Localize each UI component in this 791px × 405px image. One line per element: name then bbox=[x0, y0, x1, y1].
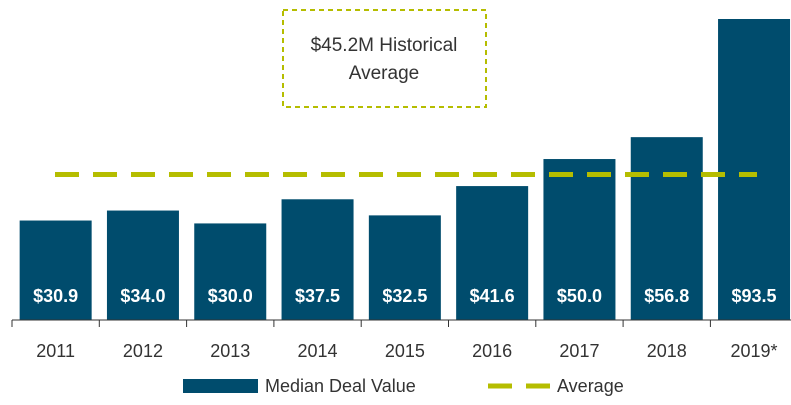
x-tick-label: 2012 bbox=[123, 341, 163, 361]
value-label: $32.5 bbox=[382, 286, 427, 306]
legend-swatch bbox=[183, 379, 258, 393]
bar bbox=[194, 223, 267, 320]
bar bbox=[456, 186, 529, 320]
x-tick-label: 2019* bbox=[731, 341, 778, 361]
x-tick-label: 2017 bbox=[559, 341, 599, 361]
x-tick-label: 2014 bbox=[298, 341, 338, 361]
value-label: $34.0 bbox=[120, 286, 165, 306]
annotation-line: $45.2M Historical bbox=[311, 35, 458, 56]
annotation-line: Average bbox=[349, 63, 419, 84]
bar bbox=[368, 215, 441, 320]
bar bbox=[630, 137, 703, 320]
legend-label: Average bbox=[557, 376, 624, 396]
bar bbox=[718, 19, 791, 320]
value-label: $93.5 bbox=[732, 286, 777, 306]
legend-label: Median Deal Value bbox=[265, 376, 416, 396]
x-tick-label: 2018 bbox=[647, 341, 687, 361]
bar bbox=[19, 220, 92, 320]
value-label: $41.6 bbox=[470, 286, 515, 306]
value-label: $30.9 bbox=[33, 286, 78, 306]
value-label: $30.0 bbox=[208, 286, 253, 306]
value-label: $56.8 bbox=[644, 286, 689, 306]
bar bbox=[106, 210, 179, 320]
value-label: $50.0 bbox=[557, 286, 602, 306]
x-tick-label: 2016 bbox=[472, 341, 512, 361]
x-tick-label: 2013 bbox=[210, 341, 250, 361]
x-tick-label: 2015 bbox=[385, 341, 425, 361]
bar bbox=[281, 199, 354, 320]
x-tick-label: 2011 bbox=[36, 341, 75, 361]
value-label: $37.5 bbox=[295, 286, 340, 306]
bar bbox=[543, 159, 616, 320]
annotation-box bbox=[282, 9, 487, 108]
